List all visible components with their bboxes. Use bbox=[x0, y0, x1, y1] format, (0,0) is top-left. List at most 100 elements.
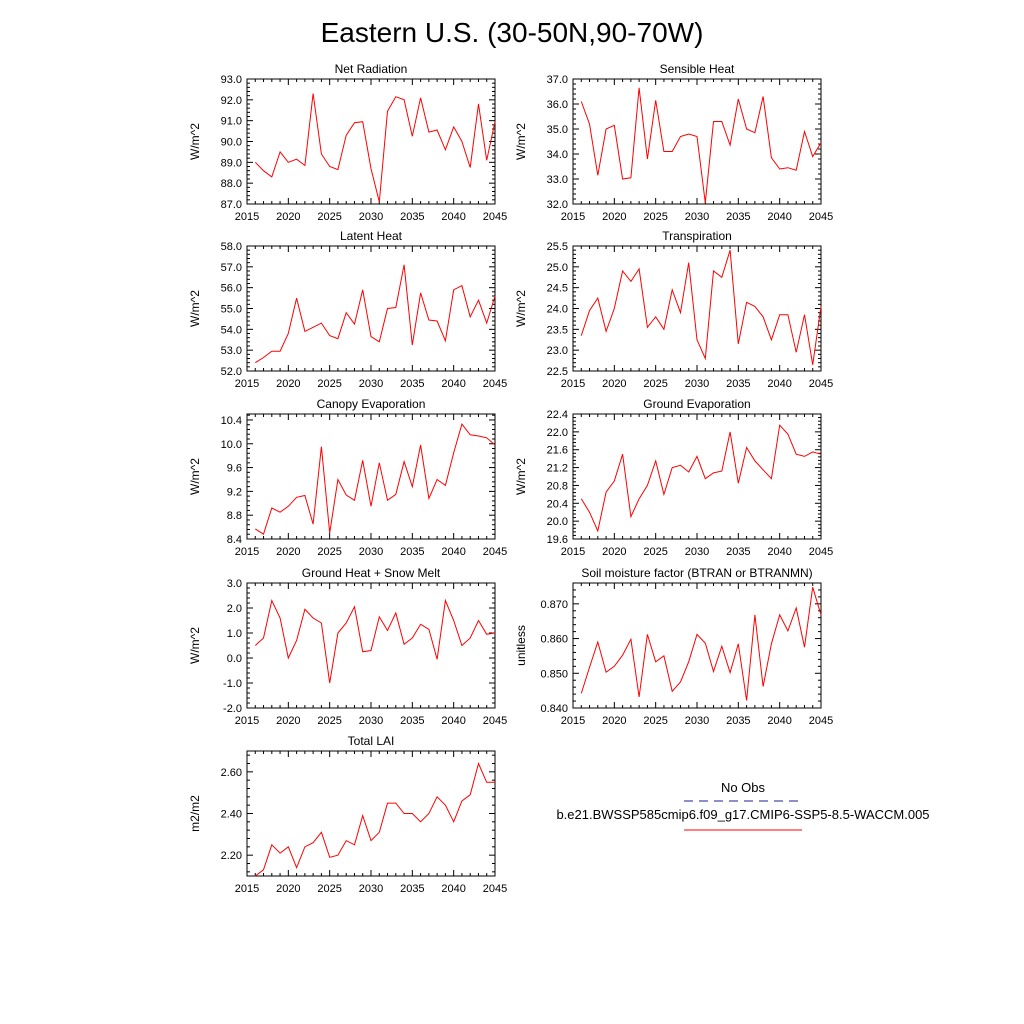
y-tick-label: 21.2 bbox=[547, 463, 568, 475]
y-tick-label: 89.0 bbox=[221, 157, 242, 169]
y-tick-label: 10.0 bbox=[221, 439, 242, 451]
x-tick-label: 2025 bbox=[317, 715, 341, 727]
x-tick-label: 2035 bbox=[726, 546, 750, 558]
x-tick-label: 2045 bbox=[483, 211, 507, 223]
y-tick-label: 25.5 bbox=[547, 241, 568, 253]
plot-frame bbox=[246, 413, 496, 540]
y-tick-label: 32.0 bbox=[547, 199, 568, 211]
x-tick-label: 2020 bbox=[276, 211, 300, 223]
plot-frame bbox=[572, 413, 822, 540]
y-tick-label: 0.840 bbox=[540, 703, 568, 715]
x-tick-label: 2020 bbox=[276, 883, 300, 895]
legend-label-model: b.e21.BWSSP585cmip6.f09_g17.CMIP6-SSP5-8… bbox=[556, 807, 929, 822]
y-axis-label: W/m^2 bbox=[188, 627, 202, 664]
figure-title: Eastern U.S. (30-50N,90-70W) bbox=[321, 17, 704, 48]
y-tick-label: 22.0 bbox=[547, 427, 568, 439]
series-line bbox=[255, 423, 496, 535]
y-axis-label: W/m^2 bbox=[188, 458, 202, 495]
plot-frame bbox=[246, 582, 496, 709]
x-tick-label: 2015 bbox=[561, 378, 585, 390]
y-tick-label: 20.8 bbox=[547, 480, 568, 492]
y-tick-label: 0.860 bbox=[540, 634, 568, 646]
series-line bbox=[580, 587, 822, 701]
y-tick-label: 8.8 bbox=[227, 510, 242, 522]
y-tick-label: 87.0 bbox=[221, 199, 242, 211]
x-tick-label: 2045 bbox=[809, 715, 833, 727]
x-tick-label: 2035 bbox=[726, 378, 750, 390]
x-tick-label: 2020 bbox=[276, 715, 300, 727]
y-tick-label: 93.0 bbox=[221, 74, 242, 86]
series-line bbox=[254, 761, 495, 877]
panel-5: Ground Evaporation W/m^2 2015 2020 2025 2030 2… bbox=[514, 397, 833, 558]
y-tick-label: 25.0 bbox=[547, 262, 568, 274]
series-line bbox=[255, 264, 496, 364]
y-tick-label: 22.5 bbox=[547, 366, 568, 378]
series-line bbox=[580, 424, 822, 533]
x-tick-label: 2045 bbox=[483, 883, 507, 895]
y-tick-label: 53.0 bbox=[221, 345, 242, 357]
x-tick-label: 2015 bbox=[235, 715, 259, 727]
x-tick-label: 2045 bbox=[483, 715, 507, 727]
x-tick-label: 2030 bbox=[359, 211, 383, 223]
y-tick-label: 1.0 bbox=[227, 628, 242, 640]
x-tick-label: 2020 bbox=[602, 546, 626, 558]
series-line bbox=[580, 87, 822, 203]
x-tick-label: 2030 bbox=[685, 211, 709, 223]
x-tick-label: 2030 bbox=[359, 546, 383, 558]
series-line bbox=[580, 250, 822, 365]
panel-title: Sensible Heat bbox=[660, 62, 735, 76]
panel-6: Ground Heat + Snow Melt W/m^2 2015 2020 2025… bbox=[188, 566, 507, 727]
y-tick-label: 91.0 bbox=[221, 116, 242, 128]
y-tick-label: 9.2 bbox=[227, 486, 242, 498]
y-tick-label: 37.0 bbox=[547, 74, 568, 86]
y-tick-label: 33.0 bbox=[547, 174, 568, 186]
y-axis-label: W/m^2 bbox=[514, 123, 528, 160]
y-tick-label: 58.0 bbox=[221, 241, 242, 253]
x-tick-label: 2035 bbox=[400, 715, 424, 727]
x-tick-label: 2015 bbox=[561, 546, 585, 558]
panel-title: Total LAI bbox=[348, 734, 395, 748]
y-tick-label: 3.0 bbox=[227, 578, 242, 590]
y-tick-label: 23.5 bbox=[547, 324, 568, 336]
y-tick-label: 21.6 bbox=[547, 445, 568, 457]
x-tick-label: 2015 bbox=[235, 211, 259, 223]
y-tick-label: 35.0 bbox=[547, 124, 568, 136]
x-tick-label: 2025 bbox=[643, 715, 667, 727]
y-axis-label: W/m^2 bbox=[514, 458, 528, 495]
legend: No Obs b.e21.BWSSP585cmip6.f09_g17.CMIP6… bbox=[556, 780, 930, 831]
y-tick-label: 88.0 bbox=[221, 178, 242, 190]
x-tick-label: 2015 bbox=[561, 211, 585, 223]
y-tick-label: 34.0 bbox=[547, 149, 568, 161]
y-tick-label: 9.6 bbox=[227, 463, 242, 475]
x-tick-label: 2025 bbox=[317, 883, 341, 895]
plot-frame bbox=[246, 78, 496, 205]
panel-3: Transpiration W/m^2 2015 2020 2025 2030 2035 20… bbox=[514, 229, 833, 390]
panel-title: Net Radiation bbox=[335, 62, 408, 76]
x-tick-label: 2040 bbox=[441, 211, 465, 223]
x-tick-label: 2020 bbox=[276, 546, 300, 558]
y-tick-label: 8.4 bbox=[227, 534, 242, 546]
x-tick-label: 2035 bbox=[400, 378, 424, 390]
y-tick-label: 2.0 bbox=[227, 603, 242, 615]
y-tick-label: 0.0 bbox=[227, 653, 242, 665]
x-tick-label: 2035 bbox=[726, 715, 750, 727]
x-tick-label: 2040 bbox=[767, 211, 791, 223]
panel-title: Transpiration bbox=[662, 229, 732, 243]
y-tick-label: 36.0 bbox=[547, 99, 568, 111]
x-tick-label: 2045 bbox=[483, 378, 507, 390]
plot-frame bbox=[246, 750, 496, 877]
panel-1: Sensible Heat W/m^2 2015 2020 2025 2030 2035 20… bbox=[514, 62, 833, 223]
x-tick-label: 2025 bbox=[643, 211, 667, 223]
x-tick-label: 2040 bbox=[767, 715, 791, 727]
y-tick-label: 0.870 bbox=[540, 599, 568, 611]
y-tick-label: 20.4 bbox=[547, 498, 568, 510]
x-tick-label: 2025 bbox=[643, 378, 667, 390]
x-tick-label: 2020 bbox=[602, 378, 626, 390]
y-tick-label: 24.0 bbox=[547, 304, 568, 316]
x-tick-label: 2035 bbox=[726, 211, 750, 223]
x-tick-label: 2015 bbox=[235, 378, 259, 390]
y-tick-label: 90.0 bbox=[221, 137, 242, 149]
panel-title: Soil moisture factor (BTRAN or BTRANMN) bbox=[581, 566, 812, 580]
legend-label-obs: No Obs bbox=[721, 780, 766, 795]
